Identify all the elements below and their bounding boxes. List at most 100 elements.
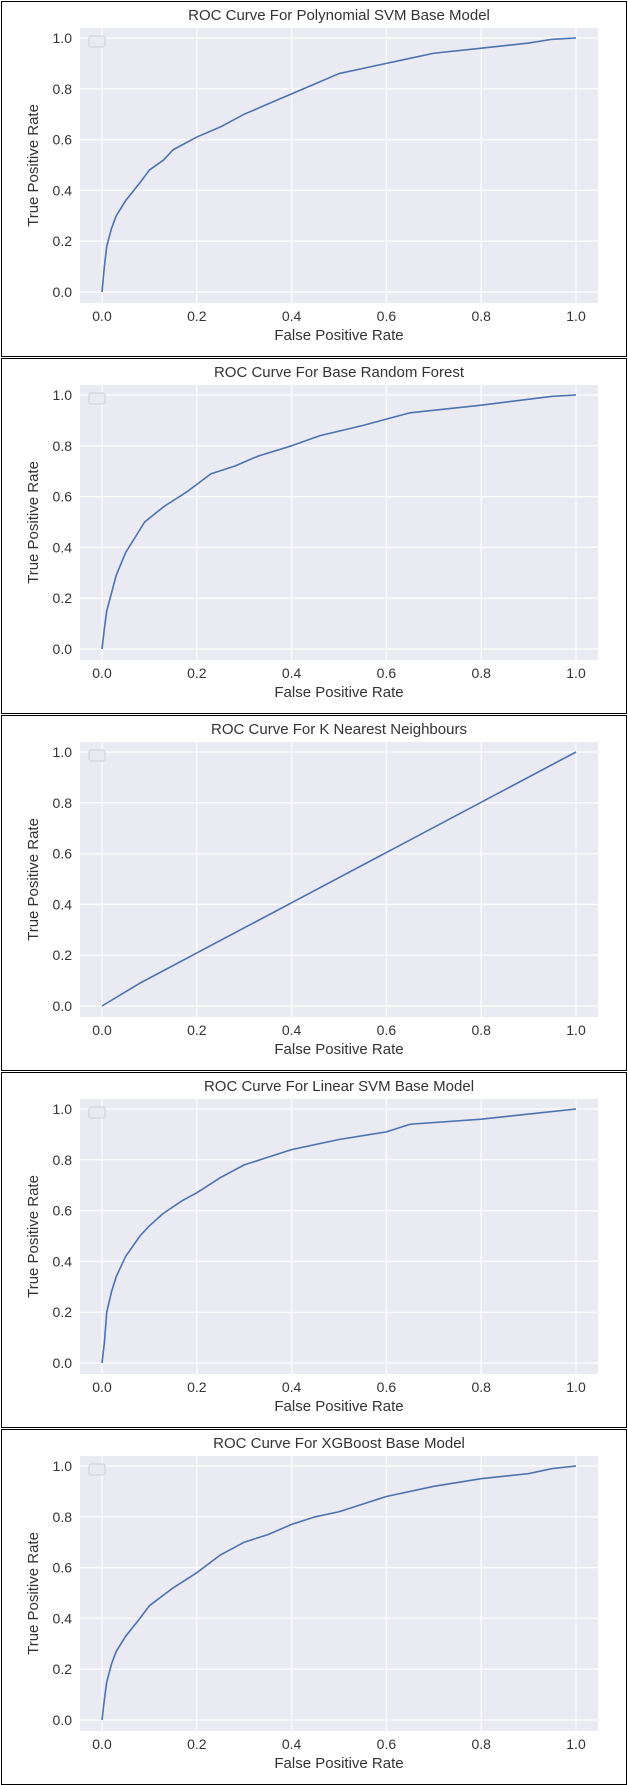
x-tick-label: 0.6: [377, 665, 397, 681]
x-tick-label: 1.0: [566, 1379, 586, 1395]
y-axis-label: True Positive Rate: [25, 1532, 42, 1655]
plot-area: [80, 1456, 598, 1731]
x-tick-label: 0.2: [187, 665, 207, 681]
roc-curve-line: [101, 37, 577, 293]
y-tick-label: 1.0: [53, 1458, 73, 1474]
x-tick-label: 0.0: [92, 1736, 112, 1752]
y-axis-label: True Positive Rate: [25, 461, 42, 584]
x-tick-label: 0.6: [377, 1022, 397, 1038]
x-tick-label: 0.4: [282, 1022, 302, 1038]
x-tick-label: 0.0: [92, 1022, 112, 1038]
y-tick-label: 0.2: [53, 233, 73, 249]
chart-title: ROC Curve For Polynomial SVM Base Model: [188, 7, 490, 24]
plot-area: [80, 742, 598, 1017]
y-tick-label: 0.0: [53, 1712, 73, 1728]
x-tick-label: 0.8: [471, 665, 491, 681]
roc-chart-svg: 0.0 0.2 0.4 0.6 0.8 1.0 0.0 0.2 0.4 0.6 0.8 1.0 ROC …: [25, 1078, 598, 1415]
y-tick-label: 1.0: [53, 387, 73, 403]
roc-chart-svg: 0.0 0.2 0.4 0.6 0.8 1.0 0.0 0.2 0.4 0.6 0.8 1.0 ROC …: [25, 721, 598, 1058]
x-tick-label: 0.0: [92, 308, 112, 324]
y-tick-label: 0.4: [53, 1610, 73, 1626]
legend-box: [88, 1106, 106, 1119]
x-tick-label: 1.0: [566, 1022, 586, 1038]
y-tick-label: 0.0: [53, 1355, 73, 1371]
y-tick-label: 0.0: [53, 284, 73, 300]
y-tick-label: 0.8: [53, 795, 73, 811]
y-tick-label: 0.8: [53, 438, 73, 454]
roc-chart-svg: 0.0 0.2 0.4 0.6 0.8 1.0 0.0 0.2 0.4 0.6 0.8 1.0 ROC …: [25, 7, 598, 344]
y-tick-label: 0.6: [53, 132, 73, 148]
y-axis-label: True Positive Rate: [25, 104, 42, 227]
roc-curve-line: [101, 751, 577, 1007]
x-tick-label: 0.2: [187, 1022, 207, 1038]
x-tick-label: 0.8: [471, 1022, 491, 1038]
x-tick-label: 1.0: [566, 308, 586, 324]
y-tick-label: 0.0: [53, 998, 73, 1014]
x-tick-label: 0.2: [187, 1379, 207, 1395]
x-tick-label: 0.6: [377, 1379, 397, 1395]
roc-curve-line: [101, 394, 577, 650]
y-tick-label: 0.6: [53, 1203, 73, 1219]
x-tick-label: 0.2: [187, 308, 207, 324]
chart-title: ROC Curve For Base Random Forest: [214, 364, 465, 381]
y-tick-label: 0.8: [53, 1509, 73, 1525]
roc-chart-panel-3: 0.0 0.2 0.4 0.6 0.8 1.0 0.0 0.2 0.4 0.6 0.8 1.0 ROC …: [1, 715, 627, 1071]
x-tick-label: 0.8: [471, 1736, 491, 1752]
chart-title: ROC Curve For K Nearest Neighbours: [211, 721, 467, 738]
y-tick-label: 0.4: [53, 1253, 73, 1269]
x-tick-label: 0.4: [282, 1379, 302, 1395]
x-axis-label: False Positive Rate: [274, 1041, 403, 1058]
x-axis-label: False Positive Rate: [274, 1398, 403, 1415]
x-tick-label: 0.8: [471, 308, 491, 324]
plot-area: [80, 1099, 598, 1374]
y-tick-label: 0.6: [53, 489, 73, 505]
y-tick-label: 0.6: [53, 1560, 73, 1576]
roc-chart-svg: 0.0 0.2 0.4 0.6 0.8 1.0 0.0 0.2 0.4 0.6 0.8 1.0 ROC …: [25, 364, 598, 701]
y-tick-label: 0.4: [53, 539, 73, 555]
legend-box: [88, 392, 106, 405]
roc-chart-panel-5: 0.0 0.2 0.4 0.6 0.8 1.0 0.0 0.2 0.4 0.6 0.8 1.0 ROC …: [1, 1429, 627, 1785]
y-tick-label: 0.2: [53, 1304, 73, 1320]
x-tick-label: 0.6: [377, 1736, 397, 1752]
x-tick-label: 0.4: [282, 1736, 302, 1752]
x-tick-label: 1.0: [566, 1736, 586, 1752]
roc-curve-line: [101, 1465, 577, 1721]
legend-box: [88, 35, 106, 48]
x-axis-label: False Positive Rate: [274, 327, 403, 344]
x-tick-label: 0.2: [187, 1736, 207, 1752]
y-tick-label: 0.4: [53, 896, 73, 912]
x-tick-label: 0.4: [282, 308, 302, 324]
roc-curve-line: [101, 1108, 577, 1364]
x-tick-label: 0.0: [92, 1379, 112, 1395]
x-axis-label: False Positive Rate: [274, 1755, 403, 1772]
roc-chart-panel-4: 0.0 0.2 0.4 0.6 0.8 1.0 0.0 0.2 0.4 0.6 0.8 1.0 ROC …: [1, 1072, 627, 1428]
legend-box: [88, 749, 106, 762]
chart-title: ROC Curve For XGBoost Base Model: [213, 1435, 465, 1452]
x-tick-label: 0.4: [282, 665, 302, 681]
y-axis-label: True Positive Rate: [25, 818, 42, 941]
y-tick-label: 1.0: [53, 744, 73, 760]
x-tick-label: 0.6: [377, 308, 397, 324]
y-tick-label: 0.2: [53, 1661, 73, 1677]
x-tick-label: 0.8: [471, 1379, 491, 1395]
y-tick-label: 1.0: [53, 30, 73, 46]
chart-title: ROC Curve For Linear SVM Base Model: [204, 1078, 474, 1095]
y-tick-label: 0.2: [53, 590, 73, 606]
y-tick-label: 0.4: [53, 182, 73, 198]
y-tick-label: 0.0: [53, 641, 73, 657]
roc-chart-svg: 0.0 0.2 0.4 0.6 0.8 1.0 0.0 0.2 0.4 0.6 0.8 1.0 ROC …: [25, 1435, 598, 1772]
legend-box: [88, 1463, 106, 1476]
x-axis-label: False Positive Rate: [274, 684, 403, 701]
y-tick-label: 0.6: [53, 846, 73, 862]
roc-chart-panel-1: 0.0 0.2 0.4 0.6 0.8 1.0 0.0 0.2 0.4 0.6 0.8 1.0 ROC …: [1, 1, 627, 357]
y-axis-label: True Positive Rate: [25, 1175, 42, 1298]
plot-area: [80, 385, 598, 660]
roc-chart-panel-2: 0.0 0.2 0.4 0.6 0.8 1.0 0.0 0.2 0.4 0.6 0.8 1.0 ROC …: [1, 358, 627, 714]
x-tick-label: 1.0: [566, 665, 586, 681]
x-tick-label: 0.0: [92, 665, 112, 681]
y-tick-label: 1.0: [53, 1101, 73, 1117]
y-tick-label: 0.8: [53, 81, 73, 97]
y-tick-label: 0.2: [53, 947, 73, 963]
plot-area: [80, 28, 598, 303]
